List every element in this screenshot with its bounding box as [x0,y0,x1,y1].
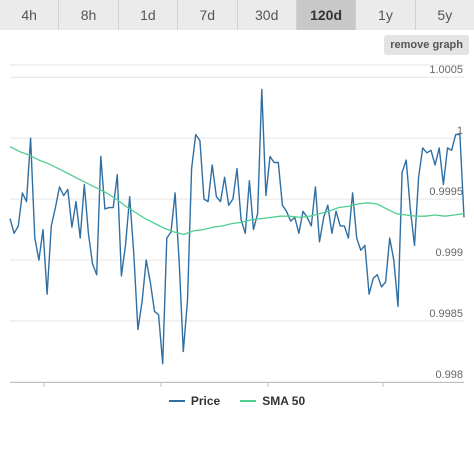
range-tab-4h[interactable]: 4h [0,0,60,30]
legend-label-price: Price [190,394,221,408]
legend-item-price[interactable]: Price [168,394,221,408]
y-tick-label: 0.999 [435,247,463,259]
legend-label-sma50: SMA 50 [262,394,306,408]
y-tick-label: 0.998 [435,369,463,381]
range-tab-1y[interactable]: 1y [356,0,416,30]
y-tick-label: 1.0005 [429,64,463,76]
range-tab-8h[interactable]: 8h [59,0,119,30]
range-tab-7d[interactable]: 7d [178,0,238,30]
price-series-line [9,88,465,365]
range-tab-5y[interactable]: 5y [415,0,474,30]
legend-swatch-price [168,400,185,402]
sma50-series-line [9,146,465,236]
range-tab-120d[interactable]: 120d [296,0,357,30]
y-tick-label: 0.9995 [429,186,463,198]
chart-series [9,88,465,365]
range-tab-1d[interactable]: 1d [118,0,179,30]
remove-graph-button[interactable]: remove graph [384,35,469,55]
y-tick-label: 1 [457,125,463,137]
range-selector: 4h 8h 1d 7d 30d 120d 1y 5y [0,0,474,30]
legend-swatch-sma50 [240,400,257,402]
chart-legend: Price SMA 50 [0,390,474,412]
range-tab-30d[interactable]: 30d [237,0,297,30]
y-tick-label: 0.9985 [429,308,463,320]
legend-item-sma50[interactable]: SMA 50 [240,394,305,408]
